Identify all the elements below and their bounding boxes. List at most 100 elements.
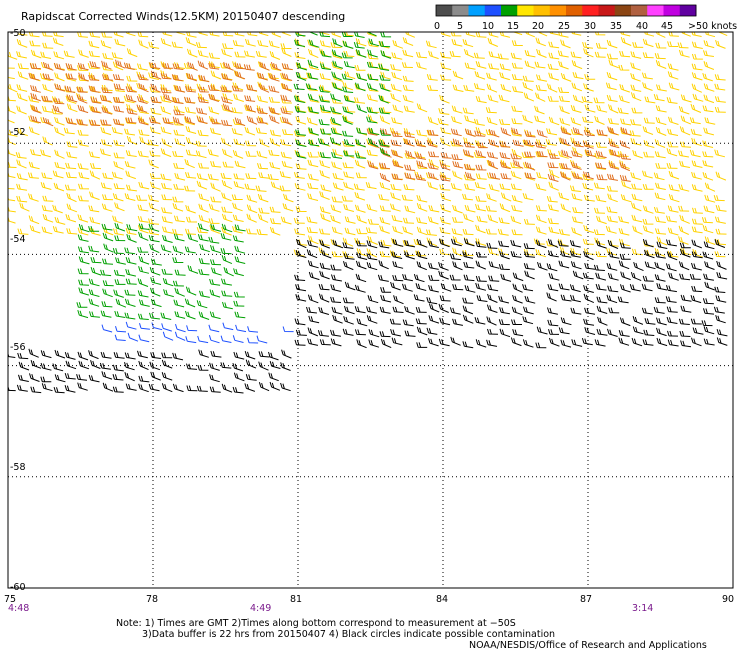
wind-barb xyxy=(319,239,330,249)
wind-barb xyxy=(319,95,330,103)
wind-barb xyxy=(667,339,679,347)
wind-barb xyxy=(416,326,428,336)
wind-barb xyxy=(548,41,560,49)
wind-barb xyxy=(54,349,66,359)
wind-barb xyxy=(620,126,632,136)
wind-barb xyxy=(196,300,208,309)
wind-barb xyxy=(319,160,331,169)
wind-barb xyxy=(512,86,524,93)
wind-barb xyxy=(319,73,331,81)
wind-barb xyxy=(196,180,208,190)
wind-barb xyxy=(137,74,149,81)
wind-barb xyxy=(54,161,66,170)
wind-barb xyxy=(64,385,76,393)
wind-barb xyxy=(332,82,343,92)
wind-barb xyxy=(606,185,618,192)
wind-barb xyxy=(245,104,257,113)
wind-barb xyxy=(379,205,391,212)
wind-barb xyxy=(210,244,221,254)
wind-barb xyxy=(379,216,391,225)
wind-barb xyxy=(475,251,487,258)
wind-barb xyxy=(209,311,221,320)
wind-barb xyxy=(66,192,77,203)
wind-barb xyxy=(138,181,150,190)
wind-barb xyxy=(545,139,557,146)
wind-barb xyxy=(438,270,449,280)
wind-barb xyxy=(279,185,291,192)
wind-barb xyxy=(186,216,198,223)
wind-barb xyxy=(643,329,655,336)
wind-barb xyxy=(199,243,210,253)
wind-barb xyxy=(115,326,127,333)
wind-barb xyxy=(103,243,114,253)
wind-barb xyxy=(366,253,378,261)
wind-barb xyxy=(630,84,642,92)
wind-barb xyxy=(450,32,462,37)
wind-barb xyxy=(691,83,703,93)
wind-barb xyxy=(344,227,356,236)
wind-barb xyxy=(524,161,536,171)
wind-barb xyxy=(595,272,607,281)
wind-barb xyxy=(525,32,535,38)
wind-barb xyxy=(160,244,172,253)
wind-barb xyxy=(583,83,594,92)
wind-barb xyxy=(196,226,208,234)
wind-barb xyxy=(703,94,715,104)
wind-barb xyxy=(510,251,522,258)
wind-barb xyxy=(234,70,246,80)
wind-barb xyxy=(583,48,594,58)
wind-barb xyxy=(488,139,500,147)
wind-barb xyxy=(558,228,570,236)
wind-barb xyxy=(126,184,137,192)
wind-barb xyxy=(678,261,690,271)
wind-barb xyxy=(716,328,728,337)
wind-barb xyxy=(415,283,427,291)
wind-barb xyxy=(511,62,523,69)
wind-barb xyxy=(595,42,607,49)
wind-barb xyxy=(631,183,643,190)
wind-barb xyxy=(257,95,268,103)
wind-barb xyxy=(678,205,690,212)
wind-barb xyxy=(197,96,209,104)
wind-barb xyxy=(113,83,125,91)
wind-barb xyxy=(269,50,281,60)
wind-barb xyxy=(268,40,280,49)
wind-barb xyxy=(256,150,268,159)
wind-barb xyxy=(404,164,416,171)
wind-barb xyxy=(268,85,280,93)
wind-barb xyxy=(246,84,257,92)
wind-barb xyxy=(596,305,608,314)
wind-barb xyxy=(231,85,243,92)
wind-barb xyxy=(390,192,401,201)
wind-barb xyxy=(172,245,184,254)
wind-barb xyxy=(379,129,391,136)
wind-barb xyxy=(486,316,497,326)
wind-barb xyxy=(198,74,210,83)
wind-barb xyxy=(558,95,570,103)
wind-barb xyxy=(475,260,486,270)
wind-barb xyxy=(294,130,306,137)
wind-barb xyxy=(342,251,354,258)
wind-barb xyxy=(308,39,320,48)
wind-barb xyxy=(308,235,319,245)
wind-barb xyxy=(147,139,159,147)
wind-barb xyxy=(222,32,234,37)
wind-barb xyxy=(343,95,355,103)
wind-barb xyxy=(209,278,221,286)
wind-barb xyxy=(714,74,726,81)
wind-barb xyxy=(63,50,75,58)
wind-barb xyxy=(77,351,89,361)
wind-barb xyxy=(17,127,28,137)
wind-barb xyxy=(702,72,713,82)
wind-barb xyxy=(380,106,392,113)
wind-barb xyxy=(499,307,510,315)
wind-barb xyxy=(78,183,90,190)
wind-barb xyxy=(379,74,391,81)
wind-barb xyxy=(65,62,77,71)
wind-barb xyxy=(280,94,292,102)
wind-barb xyxy=(344,305,355,315)
wind-barb xyxy=(416,217,428,225)
wind-barb xyxy=(247,337,259,344)
wind-barb xyxy=(475,173,487,180)
wind-barb xyxy=(88,350,99,360)
